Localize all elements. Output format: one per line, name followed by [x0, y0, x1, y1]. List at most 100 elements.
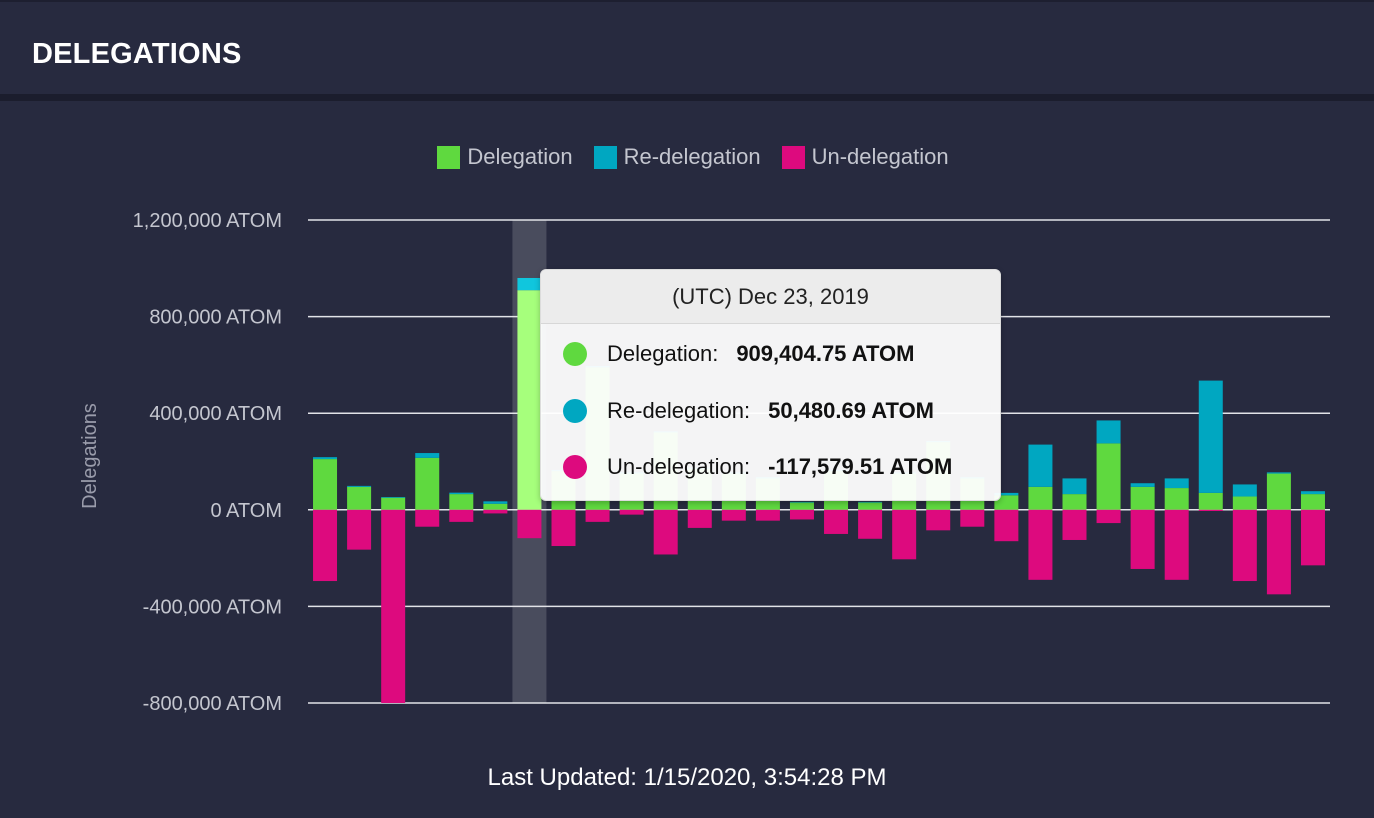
- legend-swatch-delegation: [437, 145, 461, 169]
- bar-un-delegation: [585, 509, 610, 522]
- bar-delegation: [483, 503, 508, 510]
- bar-delegation: [1232, 496, 1257, 510]
- bar-un-delegation: [892, 509, 917, 560]
- bar-un-delegation: [381, 509, 406, 703]
- bar-delegation: [449, 494, 474, 510]
- bar-re-delegation: [415, 453, 440, 458]
- bar-delegation: [994, 495, 1019, 510]
- bar-un-delegation: [687, 509, 712, 528]
- bar-re-delegation: [1062, 478, 1087, 495]
- bar-re-delegation: [381, 497, 406, 498]
- bar-re-delegation: [994, 492, 1019, 496]
- bar-delegation: [1130, 486, 1155, 510]
- bar-un-delegation: [1164, 509, 1189, 580]
- bar-re-delegation: [1198, 380, 1223, 493]
- bar-un-delegation: [1062, 509, 1087, 540]
- y-tick-label: -800,000 ATOM: [143, 693, 282, 715]
- bar-un-delegation: [415, 509, 440, 527]
- bar-un-delegation: [926, 509, 951, 531]
- bar-un-delegation: [1198, 509, 1223, 512]
- legend-item-un-delegation[interactable]: Un-delegation: [781, 144, 949, 170]
- bar-un-delegation: [1300, 509, 1325, 566]
- header-divider: [0, 94, 1374, 101]
- bar-un-delegation: [483, 509, 508, 514]
- bar-delegation: [517, 290, 542, 510]
- bar-delegation: [1164, 488, 1189, 510]
- bar-un-delegation: [1096, 509, 1121, 524]
- legend-item-delegation[interactable]: Delegation: [437, 144, 573, 170]
- bar-un-delegation: [653, 509, 678, 555]
- bar-re-delegation: [1266, 472, 1291, 474]
- tooltip-row-un-delegation: Un-delegation: -117,579.51 ATOM: [563, 454, 952, 480]
- bar-re-delegation: [1028, 444, 1053, 487]
- bar-re-delegation: [789, 501, 814, 503]
- tooltip-value-re-delegation: 50,480.69 ATOM: [768, 398, 935, 423]
- bar-delegation: [1266, 473, 1291, 510]
- y-tick-label: -400,000 ATOM: [143, 596, 282, 618]
- bar-un-delegation: [449, 509, 474, 522]
- bar-delegation: [1300, 494, 1325, 510]
- header-bar: DELEGATIONS: [0, 0, 1374, 94]
- tooltip-value-un-delegation: -117,579.51 ATOM: [768, 454, 953, 479]
- tooltip-dot-delegation: [563, 342, 587, 366]
- bar-delegation: [1096, 443, 1121, 510]
- y-tick-label: 400,000 ATOM: [149, 403, 282, 425]
- chart-legend: Delegation Re-delegation Un-delegation: [0, 144, 1374, 170]
- bar-re-delegation: [1130, 483, 1155, 487]
- y-tick-label: 1,200,000 ATOM: [133, 210, 282, 232]
- bar-re-delegation: [858, 501, 883, 503]
- legend-swatch-re-delegation: [593, 145, 617, 169]
- bar-re-delegation: [1300, 491, 1325, 495]
- bar-un-delegation: [313, 509, 338, 582]
- bar-re-delegation: [313, 457, 338, 460]
- bar-un-delegation: [619, 509, 644, 515]
- chart-tooltip: (UTC) Dec 23, 2019 Delegation: 909,404.7…: [540, 269, 1001, 501]
- bar-re-delegation: [347, 485, 372, 487]
- bar-un-delegation: [517, 509, 542, 539]
- bar-un-delegation: [1028, 509, 1053, 580]
- bar-un-delegation: [755, 509, 780, 521]
- tooltip-row-re-delegation: Re-delegation: 50,480.69 ATOM: [563, 398, 934, 424]
- bar-re-delegation: [483, 501, 508, 504]
- bar-delegation: [789, 502, 814, 510]
- bar-un-delegation: [1266, 509, 1291, 595]
- last-updated: Last Updated: 1/15/2020, 3:54:28 PM: [487, 764, 887, 791]
- bar-re-delegation: [517, 277, 542, 291]
- bar-un-delegation: [789, 509, 814, 520]
- tooltip-name-un-delegation: Un-delegation:: [607, 454, 751, 479]
- bar-re-delegation: [449, 492, 474, 495]
- y-tick-label: 0 ATOM: [210, 500, 282, 522]
- bar-delegation: [347, 486, 372, 510]
- bar-delegation: [415, 457, 440, 510]
- tooltip-name-re-delegation: Re-delegation:: [607, 398, 751, 423]
- bar-re-delegation: [1232, 484, 1257, 497]
- bar-un-delegation: [1232, 509, 1257, 582]
- bar-un-delegation: [960, 509, 985, 527]
- bar-re-delegation: [1164, 478, 1189, 489]
- tooltip-dot-re-delegation: [563, 399, 587, 423]
- tooltip-name-delegation: Delegation:: [607, 341, 719, 366]
- legend-label-un-delegation: Un-delegation: [811, 144, 949, 169]
- bar-delegation: [1028, 486, 1053, 510]
- tooltip-date: (UTC) Dec 23, 2019: [541, 270, 1000, 324]
- bar-un-delegation: [347, 509, 372, 550]
- bar-un-delegation: [1130, 509, 1155, 569]
- bar-delegation: [858, 502, 883, 510]
- bar-un-delegation: [551, 509, 576, 547]
- y-tick-label: 800,000 ATOM: [149, 307, 282, 329]
- bar-delegation: [1198, 492, 1223, 510]
- legend-label-re-delegation: Re-delegation: [623, 144, 761, 169]
- tooltip-value-delegation: 909,404.75 ATOM: [736, 341, 915, 366]
- bar-un-delegation: [858, 509, 883, 539]
- legend-item-re-delegation[interactable]: Re-delegation: [593, 144, 761, 170]
- legend-label-delegation: Delegation: [467, 144, 573, 169]
- bar-delegation: [381, 497, 406, 510]
- y-axis-label: Delegations: [79, 403, 101, 509]
- legend-swatch-un-delegation: [781, 145, 805, 169]
- bar-delegation: [1062, 494, 1087, 510]
- bar-un-delegation: [994, 509, 1019, 542]
- page-title: DELEGATIONS: [32, 38, 242, 70]
- bar-re-delegation: [1096, 420, 1121, 444]
- bar-un-delegation: [721, 509, 746, 521]
- bar-un-delegation: [824, 509, 849, 534]
